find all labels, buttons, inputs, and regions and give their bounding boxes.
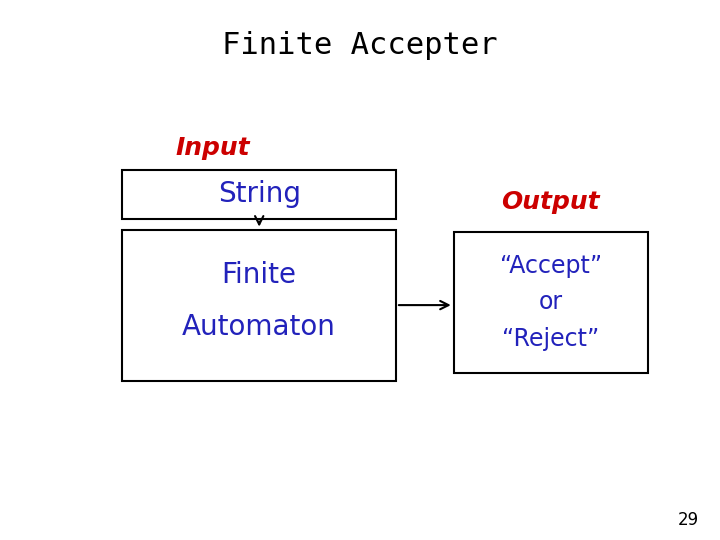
- Bar: [454, 232, 648, 373]
- Text: Finite: Finite: [222, 261, 297, 289]
- Text: Input: Input: [175, 137, 250, 160]
- Text: Automaton: Automaton: [182, 313, 336, 341]
- Bar: [122, 230, 396, 381]
- Text: Output: Output: [502, 191, 600, 214]
- Text: “Reject”: “Reject”: [502, 327, 600, 351]
- Text: or: or: [539, 291, 563, 314]
- Text: Finite Accepter: Finite Accepter: [222, 31, 498, 60]
- Text: 29: 29: [678, 511, 698, 529]
- Bar: [122, 170, 396, 219]
- Text: String: String: [217, 180, 301, 208]
- Text: “Accept”: “Accept”: [500, 254, 602, 278]
